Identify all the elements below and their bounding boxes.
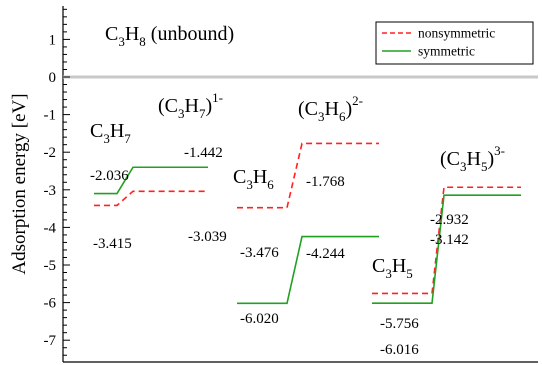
y-tick-label: 1 [49,32,57,48]
species-label-part: H [467,148,481,170]
value-label: -3.476 [240,245,279,261]
species-label: (C3H6)2- [298,93,363,124]
y-tick-label: -3 [44,183,57,199]
y-tick-label: 0 [49,70,57,86]
unbound-annotation-part: 8 [139,34,146,49]
y-tick-label: -5 [44,258,57,274]
species-label-part: 1- [212,90,223,105]
species-label-part: 3 [178,106,185,121]
symmetric-level-line-2 [237,235,379,305]
y-tick-label: -6 [44,296,57,312]
symmetric-level-line-1 [94,166,208,195]
species-label-part: C [372,255,385,277]
level-lines [94,142,521,305]
value-label: -1.768 [306,174,345,190]
species-label-part: H [185,95,199,117]
species-label-part: (C [440,148,460,170]
value-label: -3.142 [430,232,469,248]
species-label-part: 7 [124,131,131,146]
species-label-part: 3 [246,177,253,192]
nonsymmetric-level-line-3 [372,186,521,295]
value-label: -3.039 [188,229,227,245]
chart-annotations: -2.036 -1.442 -3.415 -3.039 -3.476 -1.768 -4.2… [90,23,505,358]
y-tick-label: -2 [44,145,57,161]
species-label-part: ) [205,95,212,117]
species-label: (C3H5)3- [440,143,505,174]
y-tick-label: -1 [44,108,57,124]
species-label-part: 2- [352,93,363,108]
species-label-part: 7 [199,106,206,121]
species-label-part: 6 [339,109,346,124]
value-label: -2.036 [90,168,129,184]
value-label: -4.244 [306,246,345,262]
unbound-annotation-part: 3 [118,34,125,49]
species-label-part: 6 [267,177,274,192]
y-tick-label: -4 [44,220,57,236]
species-label: C3H6 [233,166,274,192]
value-label: -5.756 [380,316,419,332]
y-axis-label: Adsorption energy [eV] [9,93,30,274]
legend: nonsymmetric symmetric [375,21,534,65]
value-label: -2.932 [430,212,469,228]
species-label: (C3H7)1- [158,90,223,121]
species-label-part: 3 [385,266,392,281]
unbound-annotation-part: C [105,23,118,45]
unbound-annotation-part: (unbound) [146,23,234,45]
species-label-part: (C [158,95,178,117]
symmetric-level-line-3 [372,194,521,305]
species-label-part: 3- [494,143,505,158]
species-label-part: ) [487,148,494,170]
legend-box [375,21,534,65]
species-label: C3H5 [372,255,413,281]
species-label-part: ) [345,98,352,120]
species-label-part: C [233,166,246,188]
unbound-annotation-part: H [125,23,139,45]
species-label-part: (C [298,98,318,120]
nonsymmetric-level-line-2 [237,142,379,209]
value-label: -3.415 [93,236,132,252]
legend-label-nonsymmetric: nonsymmetric [418,26,495,41]
y-tick-label: -7 [44,333,57,349]
species-label: C3H7 [90,120,131,146]
axes: 1 0 -1 -2 -3 -4 -5 -6 -7 Adsorption energy [eV] [9,6,538,363]
species-label-part: 5 [481,159,488,174]
legend-label-symmetric: symmetric [418,44,475,59]
species-label-part: H [325,98,339,120]
species-label-part: 5 [406,266,413,281]
species-label-part: 3 [318,109,325,124]
species-label-part: 3 [103,131,110,146]
species-label-part: H [110,120,124,142]
species-label-part: 3 [460,159,467,174]
nonsymmetric-level-line-1 [94,190,208,207]
value-label: -1.442 [184,145,223,161]
species-label-part: H [392,255,406,277]
species-label-part: C [90,120,103,142]
value-label: -6.016 [380,342,419,358]
unbound-annotation: C3H8 (unbound) [105,23,234,49]
value-label: -6.020 [240,311,279,327]
species-label-part: H [253,166,267,188]
